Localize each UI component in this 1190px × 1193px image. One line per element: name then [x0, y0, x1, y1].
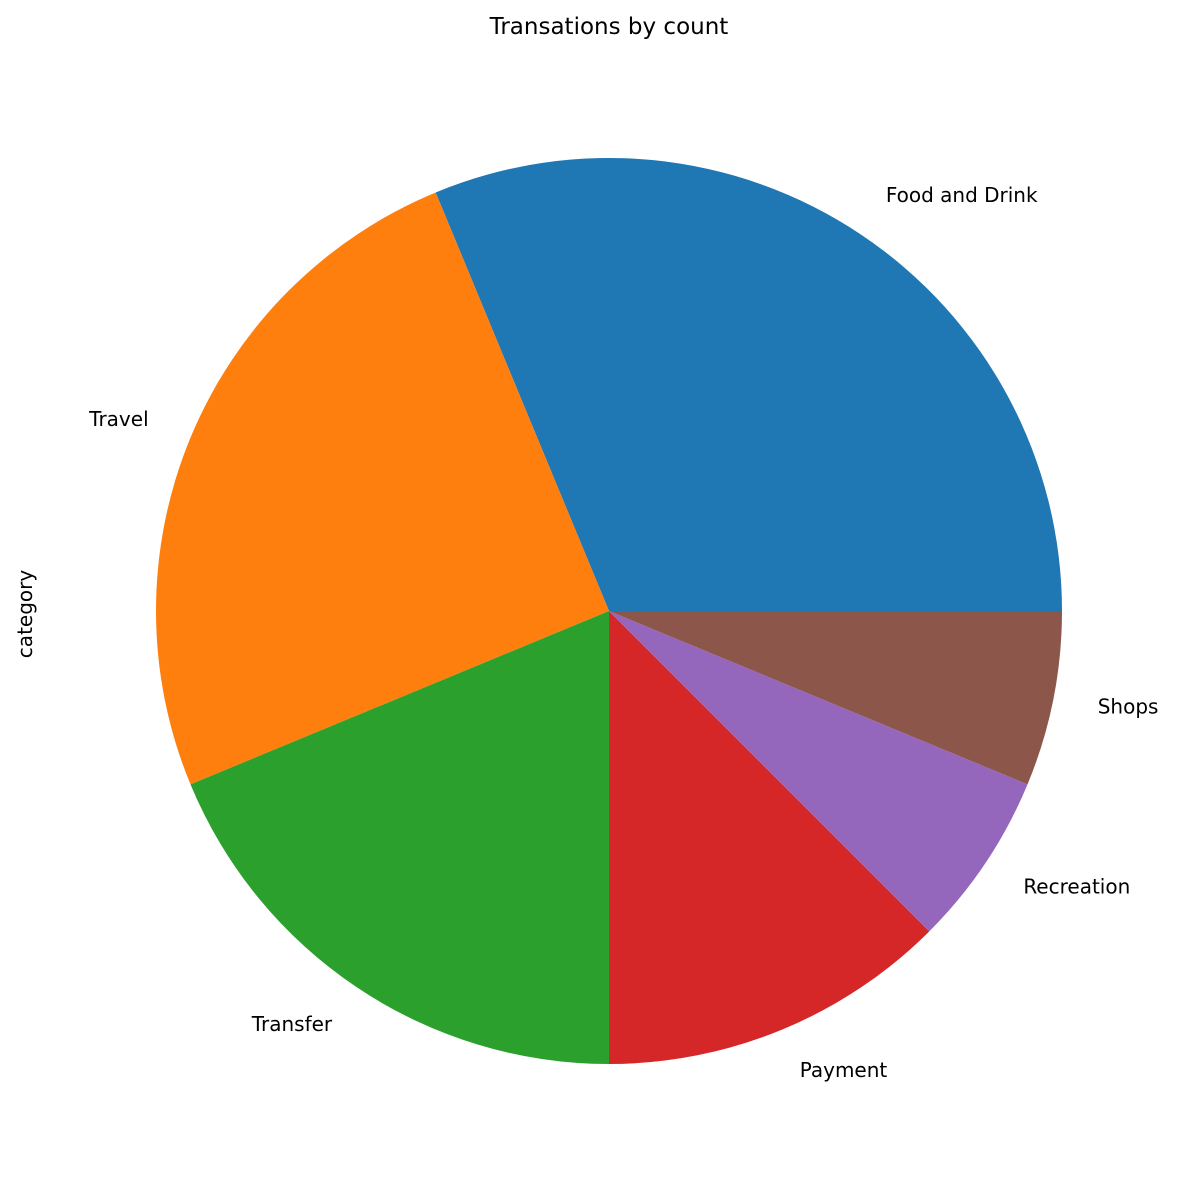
pie-label-recreation: Recreation	[1023, 874, 1130, 898]
pie-slice-shops	[609, 611, 1062, 785]
pie-label-shops: Shops	[1098, 695, 1159, 719]
pie-labels: Food and Drink Travel Transfer Payment Recre…	[88, 183, 1158, 1082]
pie-slice-food-and-drink	[435, 158, 1062, 612]
pie-slices	[156, 158, 1062, 1064]
pie-slice-payment	[609, 611, 930, 1064]
pie-slice-travel	[156, 192, 609, 785]
pie-label-travel: Travel	[88, 407, 148, 431]
pie-label-payment: Payment	[800, 1058, 888, 1082]
pie-slice-recreation	[609, 611, 1028, 932]
pie-label-food-and-drink: Food and Drink	[886, 183, 1038, 207]
chart-title: Transations by count	[489, 14, 729, 40]
y-axis-label: category	[13, 570, 37, 659]
pie-label-transfer: Transfer	[251, 1012, 333, 1036]
pie-slice-transfer	[190, 611, 609, 1064]
